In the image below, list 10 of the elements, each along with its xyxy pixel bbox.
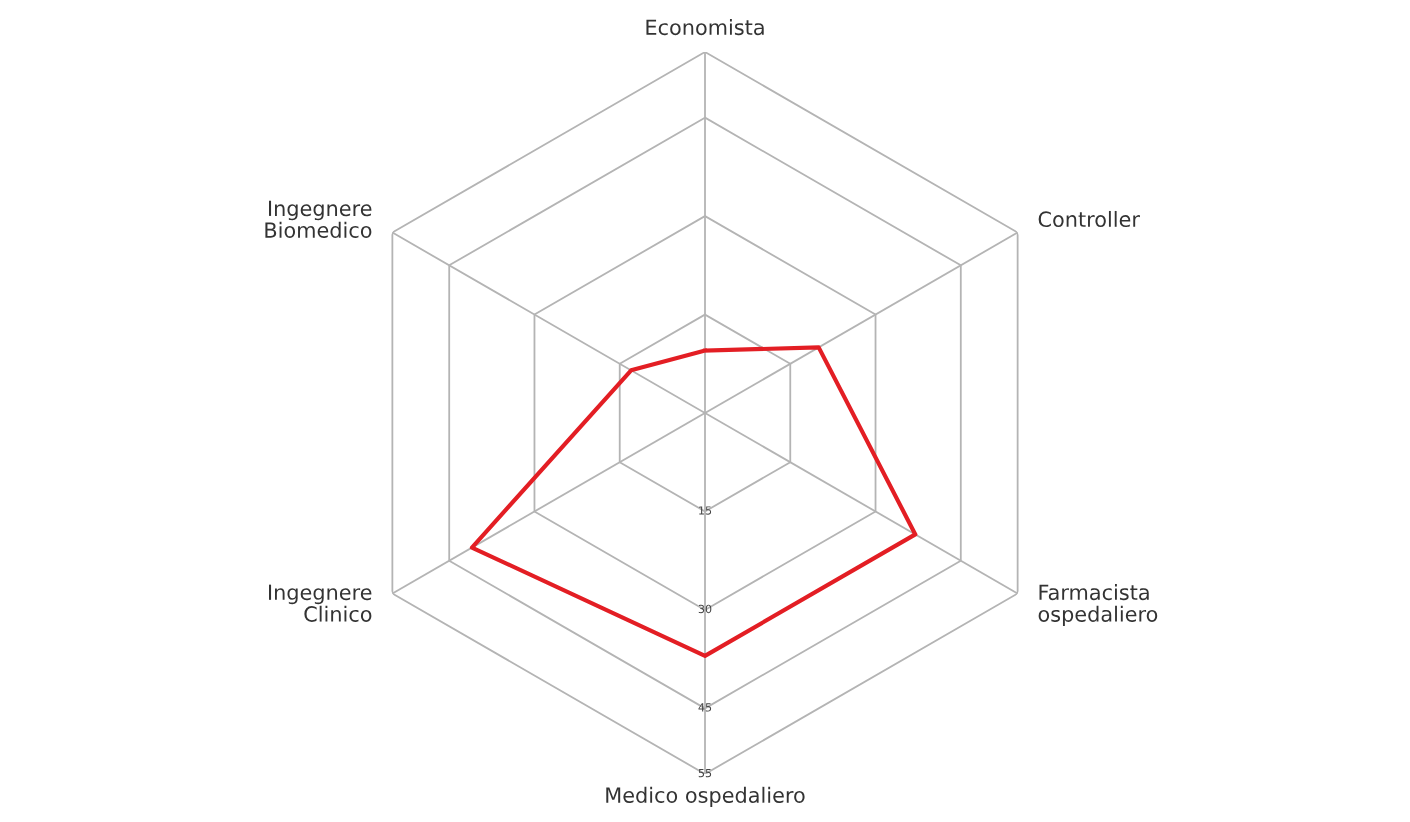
- y-tick-label: 55: [698, 768, 712, 778]
- spoke-label: Ingegnere Biomedico: [265, 200, 372, 238]
- spoke-label: Farmacista ospedaliero: [1038, 584, 1158, 626]
- spoke-label: Ingegnere Clinico: [269, 584, 372, 622]
- y-tick-label: 15: [699, 506, 712, 515]
- spoke-label: Controller: [1038, 210, 1140, 228]
- spoke-label: Economista: [646, 19, 764, 36]
- spoke-label: Medico ospedaliero: [606, 786, 805, 807]
- y-tick-label: 30: [698, 604, 712, 614]
- y-tick-label: 45: [698, 703, 712, 712]
